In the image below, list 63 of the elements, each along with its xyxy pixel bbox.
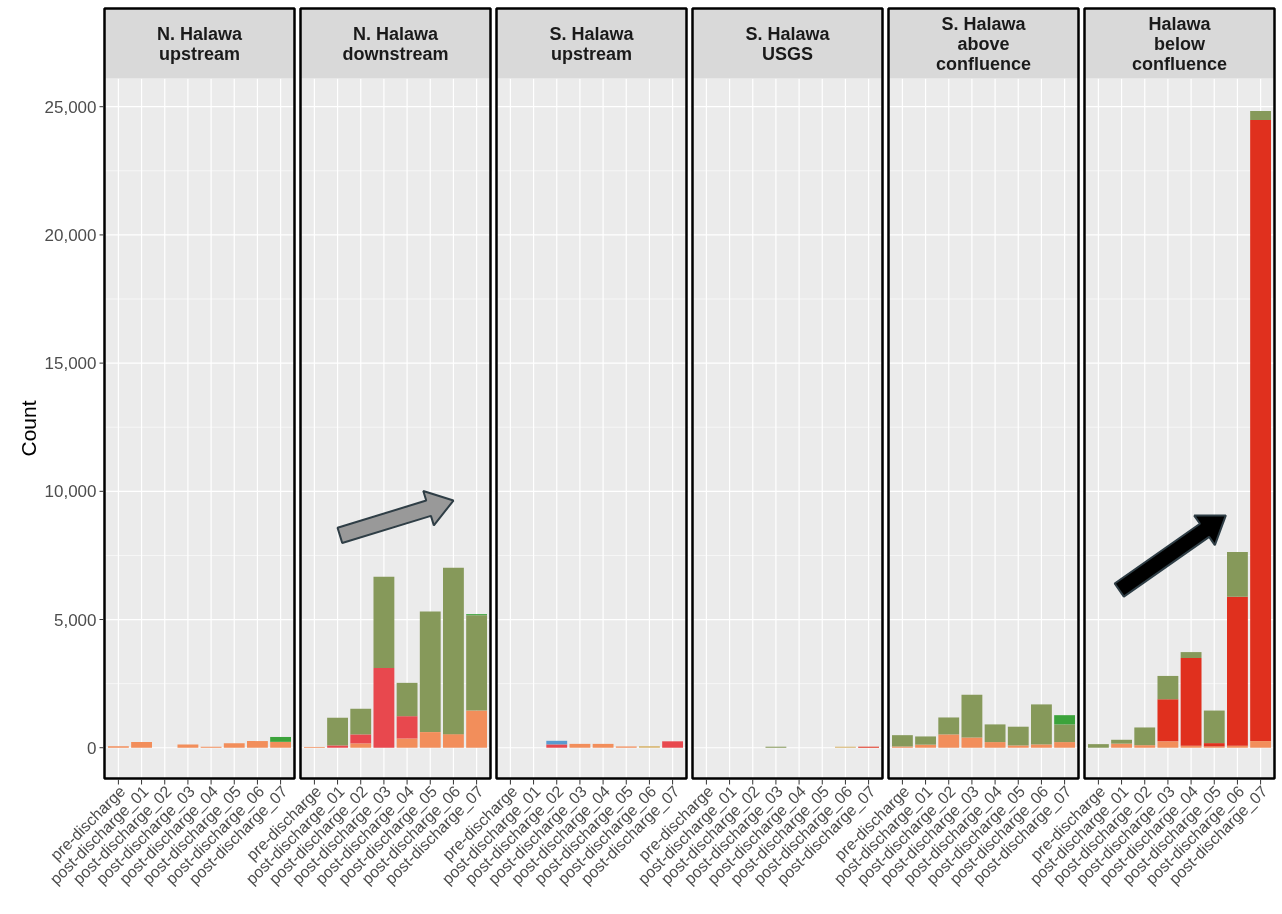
bar bbox=[891, 735, 913, 747]
bar bbox=[327, 717, 348, 746]
y-tick-label: 20,000 bbox=[44, 225, 97, 245]
bar bbox=[419, 611, 441, 733]
y-tick-label: 25,000 bbox=[44, 97, 97, 117]
bar bbox=[327, 745, 348, 748]
bar bbox=[915, 744, 936, 748]
bar bbox=[443, 567, 464, 735]
bar bbox=[373, 576, 395, 668]
bar bbox=[1111, 743, 1132, 748]
bar bbox=[350, 708, 372, 735]
y-tick-label: 10,000 bbox=[44, 482, 97, 502]
bar bbox=[466, 615, 488, 711]
bar bbox=[1007, 745, 1029, 748]
chart-title: S. Halawa USGS bbox=[745, 23, 831, 64]
bar bbox=[1227, 552, 1248, 597]
bar bbox=[1157, 675, 1179, 700]
bar bbox=[1007, 726, 1029, 746]
bar bbox=[1157, 699, 1179, 742]
bar bbox=[350, 734, 372, 744]
bar bbox=[1054, 742, 1076, 748]
bar bbox=[1250, 111, 1272, 121]
y-tick-label: 15,000 bbox=[44, 354, 97, 374]
bar bbox=[938, 717, 960, 735]
bar bbox=[1031, 744, 1052, 748]
bar bbox=[1054, 715, 1076, 725]
bar bbox=[984, 724, 1006, 743]
bar bbox=[419, 732, 441, 748]
bar bbox=[466, 710, 488, 748]
chart-title: S. Halawa above confluence bbox=[935, 13, 1032, 74]
y-tick-label: 0 bbox=[87, 738, 97, 758]
chart-title: S. Halawa upstream bbox=[549, 23, 635, 64]
bar bbox=[1111, 739, 1132, 744]
bar bbox=[373, 667, 395, 748]
bar bbox=[1134, 745, 1156, 748]
bar bbox=[1180, 652, 1202, 658]
bar bbox=[1054, 724, 1076, 743]
bar bbox=[1157, 741, 1179, 748]
bar bbox=[1227, 745, 1248, 748]
bar bbox=[1031, 704, 1052, 745]
bar bbox=[1227, 596, 1248, 746]
bar bbox=[443, 734, 464, 748]
bar bbox=[1087, 744, 1109, 748]
chart-title: Halawa below confluence bbox=[1131, 13, 1228, 74]
bar bbox=[1134, 727, 1156, 746]
bar bbox=[1180, 745, 1202, 748]
bar bbox=[396, 738, 418, 748]
bar bbox=[1203, 710, 1225, 744]
bar bbox=[938, 734, 960, 748]
bar bbox=[1180, 657, 1202, 746]
chart-title: N. Halawa downstream bbox=[342, 23, 449, 64]
bar bbox=[1250, 741, 1272, 748]
bar bbox=[984, 742, 1006, 748]
y-tick-label: 5,000 bbox=[53, 610, 97, 630]
bar bbox=[350, 743, 372, 748]
bar bbox=[915, 736, 936, 745]
chart-title: N. Halawa upstream bbox=[156, 23, 244, 64]
bar bbox=[396, 682, 418, 717]
bar bbox=[961, 694, 983, 738]
bar bbox=[1250, 120, 1272, 742]
bar bbox=[961, 737, 983, 748]
bar bbox=[396, 716, 418, 739]
y-axis-title: Count bbox=[17, 400, 40, 457]
